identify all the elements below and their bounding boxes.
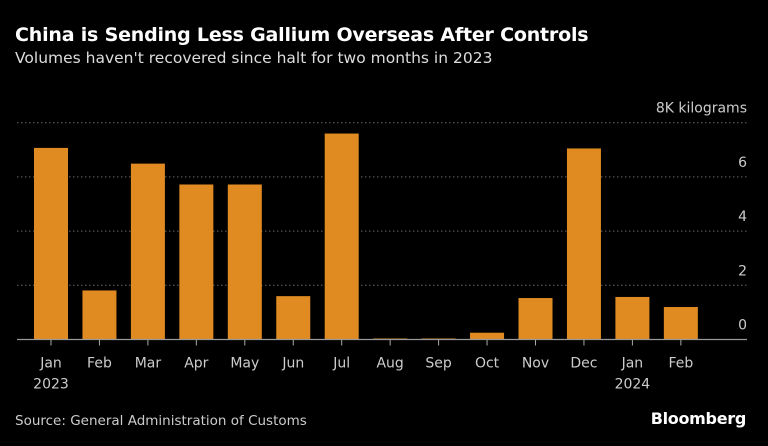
bar (82, 290, 117, 340)
x-tick-label: Mar (135, 356, 162, 372)
x-tick-label: Jan (39, 356, 62, 372)
x-tick-label: Jun (281, 356, 304, 372)
chart-subtitle: Volumes haven't recovered since halt for… (15, 49, 493, 67)
bar (518, 298, 553, 340)
source-note: Source: General Administration of Custom… (15, 413, 307, 429)
x-tick-label: Jul (332, 356, 350, 372)
x-tick-label: Aug (376, 356, 403, 372)
x-tick-label: Apr (184, 356, 208, 372)
chart-title: China is Sending Less Gallium Overseas A… (15, 24, 589, 46)
x-year-label: 2023 (33, 377, 69, 393)
x-tick-label: Nov (522, 356, 549, 372)
bar (663, 306, 698, 340)
y-tick-label: 4 (738, 209, 747, 225)
bar (615, 296, 650, 340)
y-tick-label: 8K kilograms (656, 101, 747, 117)
bar (179, 184, 214, 340)
x-tick-label: May (230, 356, 259, 372)
bar (324, 133, 359, 340)
bloomberg-logo: Bloomberg (650, 409, 747, 428)
x-tick-label: Jan (621, 356, 644, 372)
bar (470, 332, 505, 340)
bar (34, 147, 68, 340)
y-tick-label: 0 (738, 318, 747, 334)
bar (227, 184, 262, 340)
bar (566, 148, 601, 340)
x-tick-label: Feb (668, 356, 693, 372)
x-year-label: 2024 (615, 377, 651, 393)
bar (276, 296, 311, 340)
x-tick-label: Oct (475, 356, 500, 372)
x-tick-label: Feb (87, 356, 112, 372)
x-tick-label: Sep (425, 356, 452, 372)
y-tick-label: 2 (738, 263, 747, 279)
x-tick-label: Dec (570, 356, 597, 372)
y-tick-label: 6 (738, 155, 747, 171)
bar (130, 163, 165, 340)
